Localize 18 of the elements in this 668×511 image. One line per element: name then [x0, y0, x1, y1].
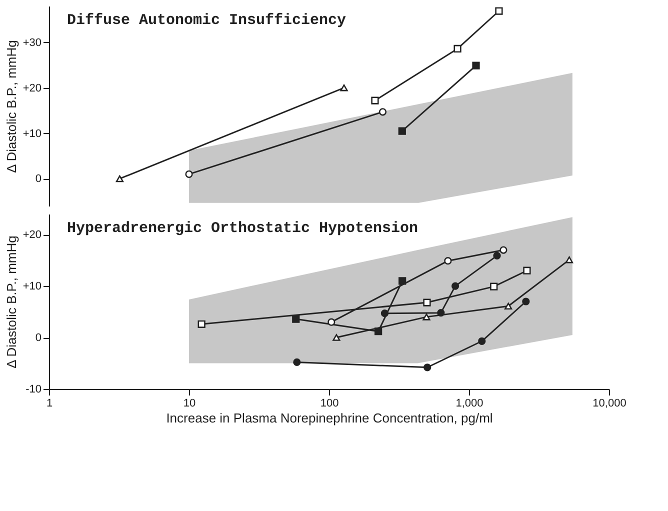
x-tick-label: 1,000	[456, 398, 484, 410]
chart-title: Hyperadrenergic Orthostatic Hypotension	[67, 220, 418, 237]
y-tick-label: +10	[22, 128, 42, 140]
y-tick-label: 0	[35, 173, 42, 186]
y-tick-label: +30	[22, 36, 42, 49]
x-tick-label: 10,000	[592, 398, 626, 410]
chart-title: Diffuse Autonomic Insufficiency	[67, 12, 346, 29]
y-axis-title: Δ Diastolic B.P., mmHg	[4, 236, 19, 368]
y-axis-title: Δ Diastolic B.P., mmHg	[4, 40, 19, 173]
y-tick-label: -10	[26, 384, 42, 396]
y-tick-label: +10	[22, 280, 42, 293]
x-tick-label: 1	[46, 398, 53, 410]
y-tick-label: +20	[22, 82, 42, 94]
x-axis-title: Increase in Plasma Norepinephrine Concentration, pg/ml	[166, 410, 493, 426]
x-tick-label: 10	[183, 398, 196, 410]
y-tick-label: +20	[22, 229, 42, 242]
y-tick-label: 0	[35, 332, 42, 344]
x-tick-label: 100	[320, 398, 339, 410]
